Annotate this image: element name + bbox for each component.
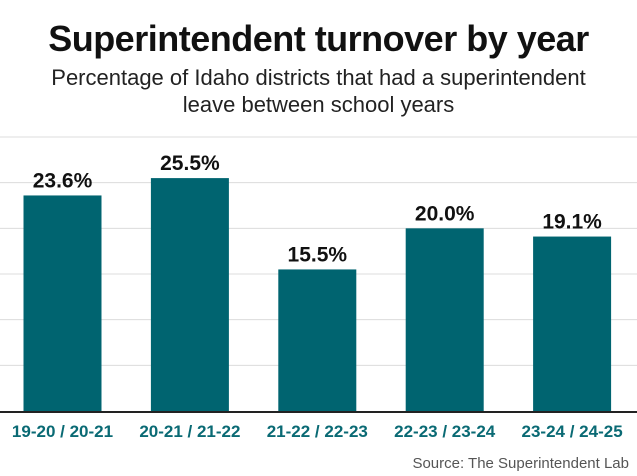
x-tick-label-4: 22-23 / 23-24 (394, 422, 496, 441)
x-tick-label-3: 21-22 / 22-23 (267, 422, 368, 441)
chart-title: Superintendent turnover by year (48, 18, 589, 59)
x-tick-label-1: 19-20 / 20-21 (12, 422, 113, 441)
bar-1 (23, 195, 102, 411)
bars (23, 178, 612, 411)
value-label-3: 15.5% (288, 243, 348, 266)
x-tick-labels: 19-20 / 20-21 20-21 / 21-22 21-22 / 22-23 2… (12, 422, 623, 441)
gridlines (0, 136, 637, 366)
bar-5 (533, 236, 612, 411)
value-label-2: 25.5% (160, 152, 220, 175)
value-label-5: 19.1% (542, 211, 602, 234)
value-label-1: 23.6% (33, 169, 93, 192)
bar-4 (405, 228, 484, 411)
value-labels: 23.6% 25.5% 15.5% 20.0% 19.1% (33, 152, 602, 266)
x-tick-label-5: 23-24 / 24-25 (522, 422, 623, 441)
bar-2 (150, 178, 229, 411)
value-label-4: 20.0% (415, 202, 475, 225)
chart-subtitle: Percentage of Idaho districts that had a… (51, 65, 586, 117)
source-note: Source: The Superintendent Lab (412, 455, 629, 472)
x-tick-label-2: 20-21 / 21-22 (139, 422, 240, 441)
bar-3 (278, 269, 357, 411)
